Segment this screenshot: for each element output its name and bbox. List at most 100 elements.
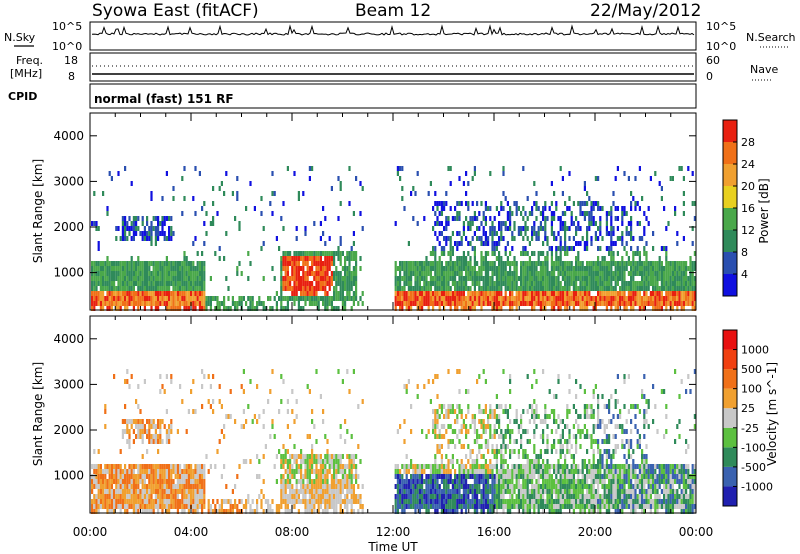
velocity-cell bbox=[139, 464, 142, 469]
power-cell bbox=[236, 271, 239, 276]
velocity-cell bbox=[161, 469, 164, 474]
power-cell bbox=[110, 286, 113, 291]
power-cell bbox=[594, 176, 597, 181]
power-cell bbox=[513, 266, 516, 271]
power-cell bbox=[630, 226, 633, 231]
velocity-cell bbox=[95, 494, 98, 499]
power-cell bbox=[313, 296, 316, 301]
power-cell bbox=[352, 256, 355, 261]
velocity-cell bbox=[460, 509, 463, 514]
velocity-cell bbox=[168, 494, 171, 499]
power-cell bbox=[148, 236, 151, 241]
power-cell bbox=[447, 291, 450, 296]
power-cell bbox=[225, 171, 228, 176]
power-cell bbox=[678, 276, 681, 281]
velocity-cell bbox=[124, 379, 127, 384]
power-cell bbox=[286, 306, 289, 311]
power-cell bbox=[341, 291, 344, 296]
power-cell bbox=[434, 191, 437, 196]
power-cell bbox=[520, 281, 523, 286]
power-cell bbox=[630, 291, 633, 296]
power-cell bbox=[97, 226, 100, 231]
power-cell bbox=[190, 281, 193, 286]
power-cell bbox=[498, 291, 501, 296]
power-cell bbox=[304, 271, 307, 276]
power-cell bbox=[467, 251, 470, 256]
power-cell bbox=[451, 266, 454, 271]
power-cell bbox=[526, 301, 529, 306]
power-cell bbox=[480, 276, 483, 281]
velocity-cell bbox=[436, 444, 439, 449]
velocity-cell bbox=[282, 454, 285, 459]
velocity-cell bbox=[350, 464, 353, 469]
velocity-cell bbox=[198, 479, 201, 484]
velocity-cell bbox=[330, 464, 333, 469]
power-cell bbox=[533, 296, 536, 301]
power-cell bbox=[352, 296, 355, 301]
velocity-cell bbox=[469, 469, 472, 474]
power-cell bbox=[478, 236, 481, 241]
power-cell bbox=[99, 261, 102, 266]
power-cell bbox=[601, 296, 604, 301]
power-cell bbox=[581, 271, 584, 276]
velocity-cell bbox=[471, 489, 474, 494]
power-cell bbox=[557, 276, 560, 281]
power-cell bbox=[614, 296, 617, 301]
power-cell bbox=[443, 281, 446, 286]
power-cell bbox=[110, 306, 113, 311]
power-cell bbox=[638, 286, 641, 291]
power-cell bbox=[616, 306, 619, 311]
velocity-cell bbox=[476, 504, 479, 509]
power-cell bbox=[566, 246, 569, 251]
velocity-cell bbox=[165, 494, 168, 499]
power-cell bbox=[115, 236, 118, 241]
power-cell bbox=[421, 291, 424, 296]
power-cell bbox=[678, 166, 681, 171]
power-cell bbox=[280, 266, 283, 271]
velocity-cell bbox=[445, 499, 448, 504]
power-cell bbox=[143, 286, 146, 291]
velocity-cell bbox=[286, 479, 289, 484]
velocity-cell bbox=[278, 509, 281, 514]
velocity-cell bbox=[286, 409, 289, 414]
power-cell bbox=[594, 286, 597, 291]
power-cell bbox=[333, 286, 336, 291]
power-cell bbox=[165, 261, 168, 266]
power-cell bbox=[214, 251, 217, 256]
power-cell bbox=[328, 296, 331, 301]
velocity-cell bbox=[240, 499, 243, 504]
power-cell bbox=[685, 276, 688, 281]
velocity-cell bbox=[159, 494, 162, 499]
power-cell bbox=[322, 301, 325, 306]
power-cell bbox=[583, 271, 586, 276]
power-cell bbox=[170, 301, 173, 306]
velocity-cell bbox=[227, 499, 230, 504]
velocity-cell bbox=[451, 494, 454, 499]
velocity-cell bbox=[484, 504, 487, 509]
power-cell bbox=[656, 281, 659, 286]
power-cell bbox=[480, 296, 483, 301]
cpid-program-text: normal (fast) 151 RF bbox=[94, 92, 234, 106]
velocity-cell bbox=[348, 459, 351, 464]
power-cell bbox=[317, 276, 320, 281]
power-cell bbox=[247, 306, 250, 311]
velocity-cell bbox=[306, 384, 309, 389]
velocity-cell bbox=[161, 474, 164, 479]
power-cell bbox=[324, 306, 327, 311]
power-cell bbox=[306, 271, 309, 276]
power-cell bbox=[526, 236, 529, 241]
power-cell bbox=[148, 231, 151, 236]
power-cell bbox=[258, 301, 261, 306]
power-cell bbox=[625, 226, 628, 231]
velocity-cell bbox=[484, 484, 487, 489]
power-cell bbox=[344, 276, 347, 281]
velocity-cell bbox=[300, 449, 303, 454]
velocity-cell bbox=[416, 479, 419, 484]
velocity-cell bbox=[284, 504, 287, 509]
power-cell bbox=[447, 266, 450, 271]
power-cell bbox=[403, 276, 406, 281]
velocity-cell bbox=[97, 489, 100, 494]
velocity-cell bbox=[330, 474, 333, 479]
power-cell bbox=[506, 256, 509, 261]
